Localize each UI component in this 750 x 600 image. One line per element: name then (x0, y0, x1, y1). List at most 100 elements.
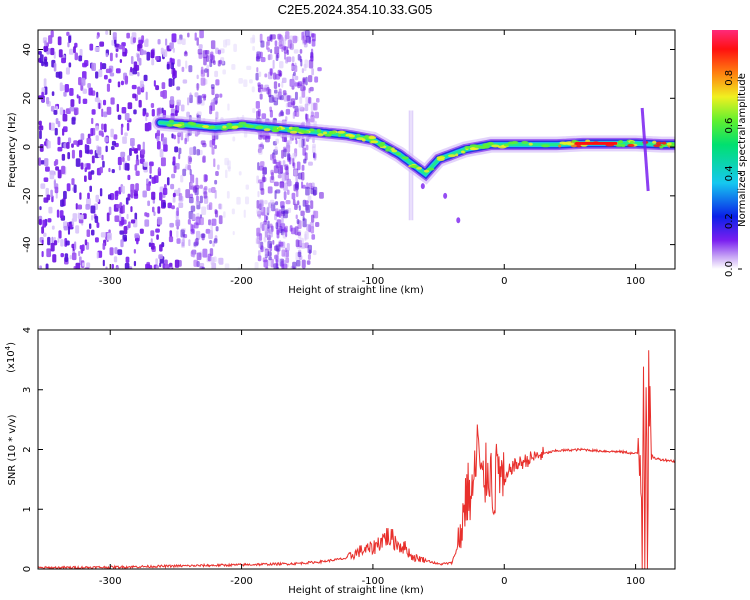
spectrogram-noise-cell (214, 179, 218, 185)
spectrogram-hot-cell (195, 124, 205, 128)
spectrogram-hot-cell (256, 125, 264, 129)
spectrogram-noise-cell (252, 108, 256, 114)
spectrogram-noise-cell (122, 136, 127, 144)
spectrogram-noise-cell (38, 120, 42, 126)
spectrogram-noise-cell (60, 239, 64, 247)
spectrogram-noise-cell (47, 236, 51, 246)
spectrogram-hot-cell (661, 141, 667, 145)
spectrogram-hot-cell (348, 134, 356, 138)
spectrogram-noise-cell (171, 33, 177, 43)
spectrogram-noise-cell (166, 63, 170, 70)
spectrogram-noise-cell (316, 97, 320, 103)
spectrogram-noise-cell (73, 265, 77, 269)
spectrogram-noise-cell (140, 48, 144, 56)
spectrogram-noise-cell (78, 95, 81, 104)
spectrogram-noise-cell (157, 108, 161, 115)
spectrogram-hot-cell (629, 140, 634, 144)
spectrogram-hot-cell (511, 140, 519, 144)
spectrogram-noise-cell (82, 98, 88, 104)
snr-xtick-label: -100 (362, 576, 385, 587)
spectrogram-noise-cell (122, 156, 125, 163)
spectrogram-xtick-label: -300 (99, 276, 122, 287)
spectrogram-noise-cell (214, 100, 218, 105)
spectrogram-noise-cell (258, 250, 261, 257)
spectrogram-noise-cell (190, 174, 195, 184)
spectrogram-ytick-label: -40 (22, 236, 33, 252)
spectrogram-ylabel: Frequency (Hz) (7, 112, 18, 188)
spectrogram-noise-cell (86, 229, 91, 237)
spectrogram-noise-cell (304, 103, 309, 112)
spectrogram-noise-cell (115, 266, 120, 269)
spectrogram-noise-cell (82, 262, 85, 267)
spectrogram-noise-cell (111, 145, 115, 151)
spectrogram-noise-cell (264, 250, 268, 258)
spectrogram-noise-cell (209, 240, 213, 245)
spectrogram-noise-cell (215, 226, 219, 232)
spectrogram-noise-cell (248, 79, 253, 84)
spectrogram-noise-cell (68, 35, 72, 43)
spectrogram-noise-cell (145, 112, 149, 118)
spectrogram-noise-cell (69, 87, 74, 96)
spectrogram-noise-cell (126, 32, 130, 39)
spectrogram-noise-cell (164, 264, 170, 269)
spectrogram-noise-cell (287, 39, 292, 49)
spectrogram-noise-cell (287, 207, 292, 213)
spectrogram-noise-cell (63, 190, 67, 200)
spectrogram-noise-cell (275, 73, 280, 80)
spectrogram-noise-cell (299, 96, 303, 104)
spectrogram-noise-cell (259, 222, 264, 229)
spectrogram-noise-cell (181, 241, 184, 247)
spectrogram-noise-cell (50, 105, 55, 112)
spectrogram-noise-cell (313, 102, 318, 111)
spectrogram-noise-cell (137, 144, 141, 151)
spectrogram-noise-cell (153, 80, 156, 87)
spectrogram-noise-cell (95, 125, 99, 131)
spectrogram-noise-cell (301, 164, 305, 171)
spectrogram-noise-cell (269, 223, 273, 228)
spectrogram-hot-cell (396, 152, 401, 156)
spectrogram-noise-cell (91, 229, 95, 236)
spectrogram-noise-cell (269, 34, 272, 41)
spectrogram-noise-cell (169, 230, 173, 238)
spectrogram-hot-cell (401, 156, 409, 160)
spectrogram-noise-cell (63, 91, 67, 97)
spectrogram-noise-cell (295, 107, 300, 113)
spectrogram-hot-cell (385, 148, 390, 152)
spectrogram-noise-cell (111, 39, 115, 46)
spectrogram-noise-cell (270, 48, 273, 54)
spectrogram-noise-cell (301, 138, 304, 148)
spectrogram-noise-cell (117, 114, 122, 120)
spectrogram-noise-cell (283, 148, 287, 158)
spectrogram-noise-cell (38, 157, 41, 166)
spectrogram-noise-cell (124, 132, 128, 137)
spectrogram-hot-cell (263, 128, 271, 132)
spectrogram-hot-cell (410, 164, 419, 168)
spectrogram-noise-cell (45, 42, 50, 47)
spectrogram-noise-cell (90, 205, 96, 214)
spectrogram-noise-cell (261, 177, 267, 182)
spectrogram-noise-cell (278, 209, 282, 218)
spectrogram-noise-cell (270, 205, 274, 211)
spectrogram-noise-cell (91, 109, 96, 115)
spectrogram-noise-cell (39, 265, 43, 269)
spectrogram-noise-cell (58, 49, 63, 58)
spectrogram-noise-cell (299, 48, 303, 54)
spectrogram-noise-cell (190, 223, 193, 232)
spectrogram-noise-cell (274, 146, 278, 152)
spectrogram-hot-cell (209, 125, 216, 129)
spectrogram-noise-cell (132, 37, 136, 43)
spectrogram-noise-cell (256, 67, 259, 73)
spectrogram-noise-cell (48, 122, 52, 131)
spectrogram-noise-cell (214, 209, 218, 215)
spectrogram-noise-cell (287, 102, 293, 108)
spectrogram-noise-cell (266, 41, 269, 50)
spectrogram-noise-cell (99, 41, 105, 47)
spectrogram-hot-cell (448, 154, 456, 158)
spectrogram-noise-cell (231, 63, 236, 70)
spectrogram-noise-cell (298, 205, 301, 211)
spectrogram-noise-cell (108, 68, 112, 74)
spectrogram-noise-cell (159, 149, 164, 158)
spectrogram-noise-cell (175, 219, 181, 227)
spectrogram-noise-cell (222, 69, 226, 75)
spectrogram-noise-cell (161, 82, 166, 90)
